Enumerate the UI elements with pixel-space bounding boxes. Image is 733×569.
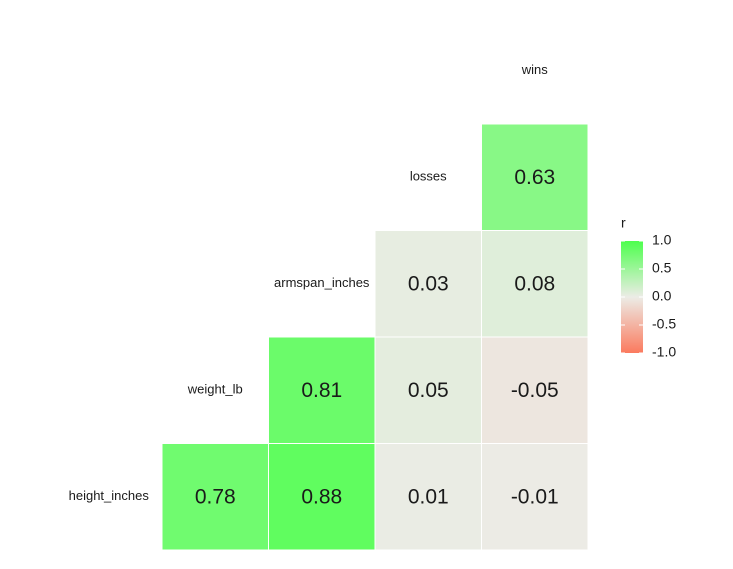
legend-tick-label: 1.0 [652,232,672,248]
heatmap-cell [374,443,482,551]
variable-label: losses [410,169,447,184]
variable-label: weight_lb [187,382,243,397]
legend-title: r [621,215,626,231]
cell-value: 0.01 [408,485,449,508]
variable-label: height_inches [69,488,150,503]
cell-value: 0.81 [301,379,342,402]
cell-value: -0.05 [511,379,559,402]
heatmap-cell [268,443,376,551]
cell-value: 0.63 [514,166,555,189]
variable-label: armspan_inches [274,275,370,290]
cell-value: 0.78 [195,485,236,508]
heatmap-cell [481,230,589,338]
legend-tick-label: -0.5 [652,316,676,332]
cell-value: 0.08 [514,272,555,295]
cell-value: 0.88 [301,485,342,508]
cell-value: -0.01 [511,485,559,508]
heatmap-cell [268,336,376,444]
cell-value: 0.03 [408,272,449,295]
heatmap-cell [374,230,482,338]
cell-value: 0.05 [408,379,449,402]
legend-colorbar [621,241,643,353]
legend-tick-label: -1.0 [652,344,676,360]
heatmap-cell [481,443,589,551]
legend-tick-label: 0.5 [652,260,672,276]
heatmap-cell [481,123,589,231]
heatmap-cell [481,336,589,444]
heatmap-cell [161,443,269,551]
variable-label: wins [521,62,549,77]
heatmap-cell [374,336,482,444]
legend-tick-label: 0.0 [652,288,672,304]
